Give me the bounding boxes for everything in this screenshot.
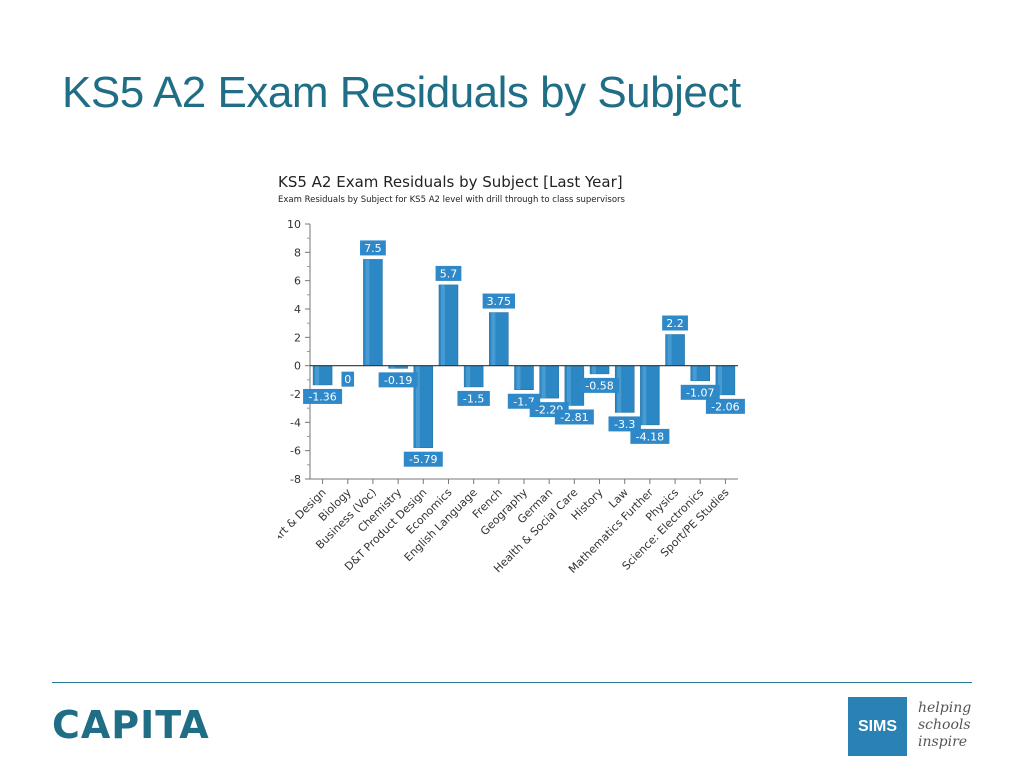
bar-highlight	[566, 365, 571, 406]
bar-highlight	[365, 259, 370, 366]
bar-highlight	[315, 365, 320, 385]
y-tick-label: -8	[290, 473, 301, 486]
data-label-box	[457, 390, 490, 406]
data-label: 7.5	[364, 242, 382, 255]
data-label: -0.58	[585, 379, 613, 392]
data-label: -2.06	[711, 400, 739, 413]
y-tick-label: -6	[290, 445, 301, 458]
bar-highlight	[692, 365, 697, 381]
data-label-box	[435, 265, 462, 281]
slide-title: KS5 A2 Exam Residuals by Subject	[62, 68, 741, 117]
bar-highlight	[717, 365, 722, 395]
data-label: -1.7	[513, 395, 534, 408]
data-label-box	[360, 240, 386, 256]
data-label-box	[630, 428, 670, 444]
data-label-box	[662, 315, 688, 331]
data-label-box	[403, 451, 443, 467]
y-tick-label: 2	[294, 331, 301, 344]
tagline-line: helping	[918, 700, 972, 716]
tagline-line: inspire	[918, 734, 968, 750]
data-label-box	[580, 377, 620, 393]
data-label-box	[303, 388, 343, 404]
bar-highlight	[642, 365, 647, 425]
data-label: -4.18	[636, 430, 664, 443]
tagline: helping schools inspire	[918, 700, 971, 751]
bar-highlight	[541, 365, 546, 399]
data-label: 5.7	[440, 267, 458, 280]
data-label: -3.3	[614, 418, 635, 431]
footer-divider	[52, 682, 972, 683]
chart-subtitle: Exam Residuals by Subject for KS5 A2 lev…	[278, 195, 625, 205]
data-label: -5.79	[409, 453, 437, 466]
capita-logo: CAPITA	[52, 703, 210, 747]
data-label: 2.2	[666, 317, 684, 330]
data-label: 0	[344, 373, 351, 386]
sims-logo: SIMS	[848, 697, 907, 756]
tagline-line: schools	[918, 717, 971, 733]
bar-highlight	[440, 284, 445, 366]
data-label-box	[378, 372, 418, 388]
y-tick-label: -4	[290, 416, 301, 429]
data-label: 3.75	[487, 295, 512, 308]
bar-highlight	[466, 365, 471, 387]
bar-highlight	[415, 365, 420, 448]
data-label: -0.19	[384, 374, 412, 387]
data-label-box	[705, 398, 745, 414]
data-label-box	[608, 416, 641, 432]
data-label: -1.07	[686, 386, 714, 399]
data-label: -1.5	[463, 392, 484, 405]
data-label: -1.36	[308, 390, 336, 403]
chart-title: KS5 A2 Exam Residuals by Subject [Last Y…	[278, 173, 623, 191]
data-label-box	[482, 293, 516, 309]
y-tick-label: 6	[294, 275, 301, 288]
data-label-box	[680, 384, 720, 400]
bar-highlight	[491, 312, 496, 366]
y-tick-label: 8	[294, 246, 301, 259]
data-label-box	[554, 409, 594, 425]
bar-highlight	[390, 365, 395, 369]
bar-highlight	[516, 365, 521, 390]
y-tick-label: 10	[287, 218, 301, 231]
bar-highlight	[592, 365, 597, 374]
y-tick-label: 0	[294, 360, 301, 373]
data-label-box	[341, 371, 355, 387]
y-tick-label: 4	[294, 303, 301, 316]
bar-highlight	[667, 334, 672, 366]
bar-highlight	[617, 365, 622, 413]
data-label: -2.81	[560, 411, 588, 424]
y-tick-label: -2	[290, 388, 301, 401]
